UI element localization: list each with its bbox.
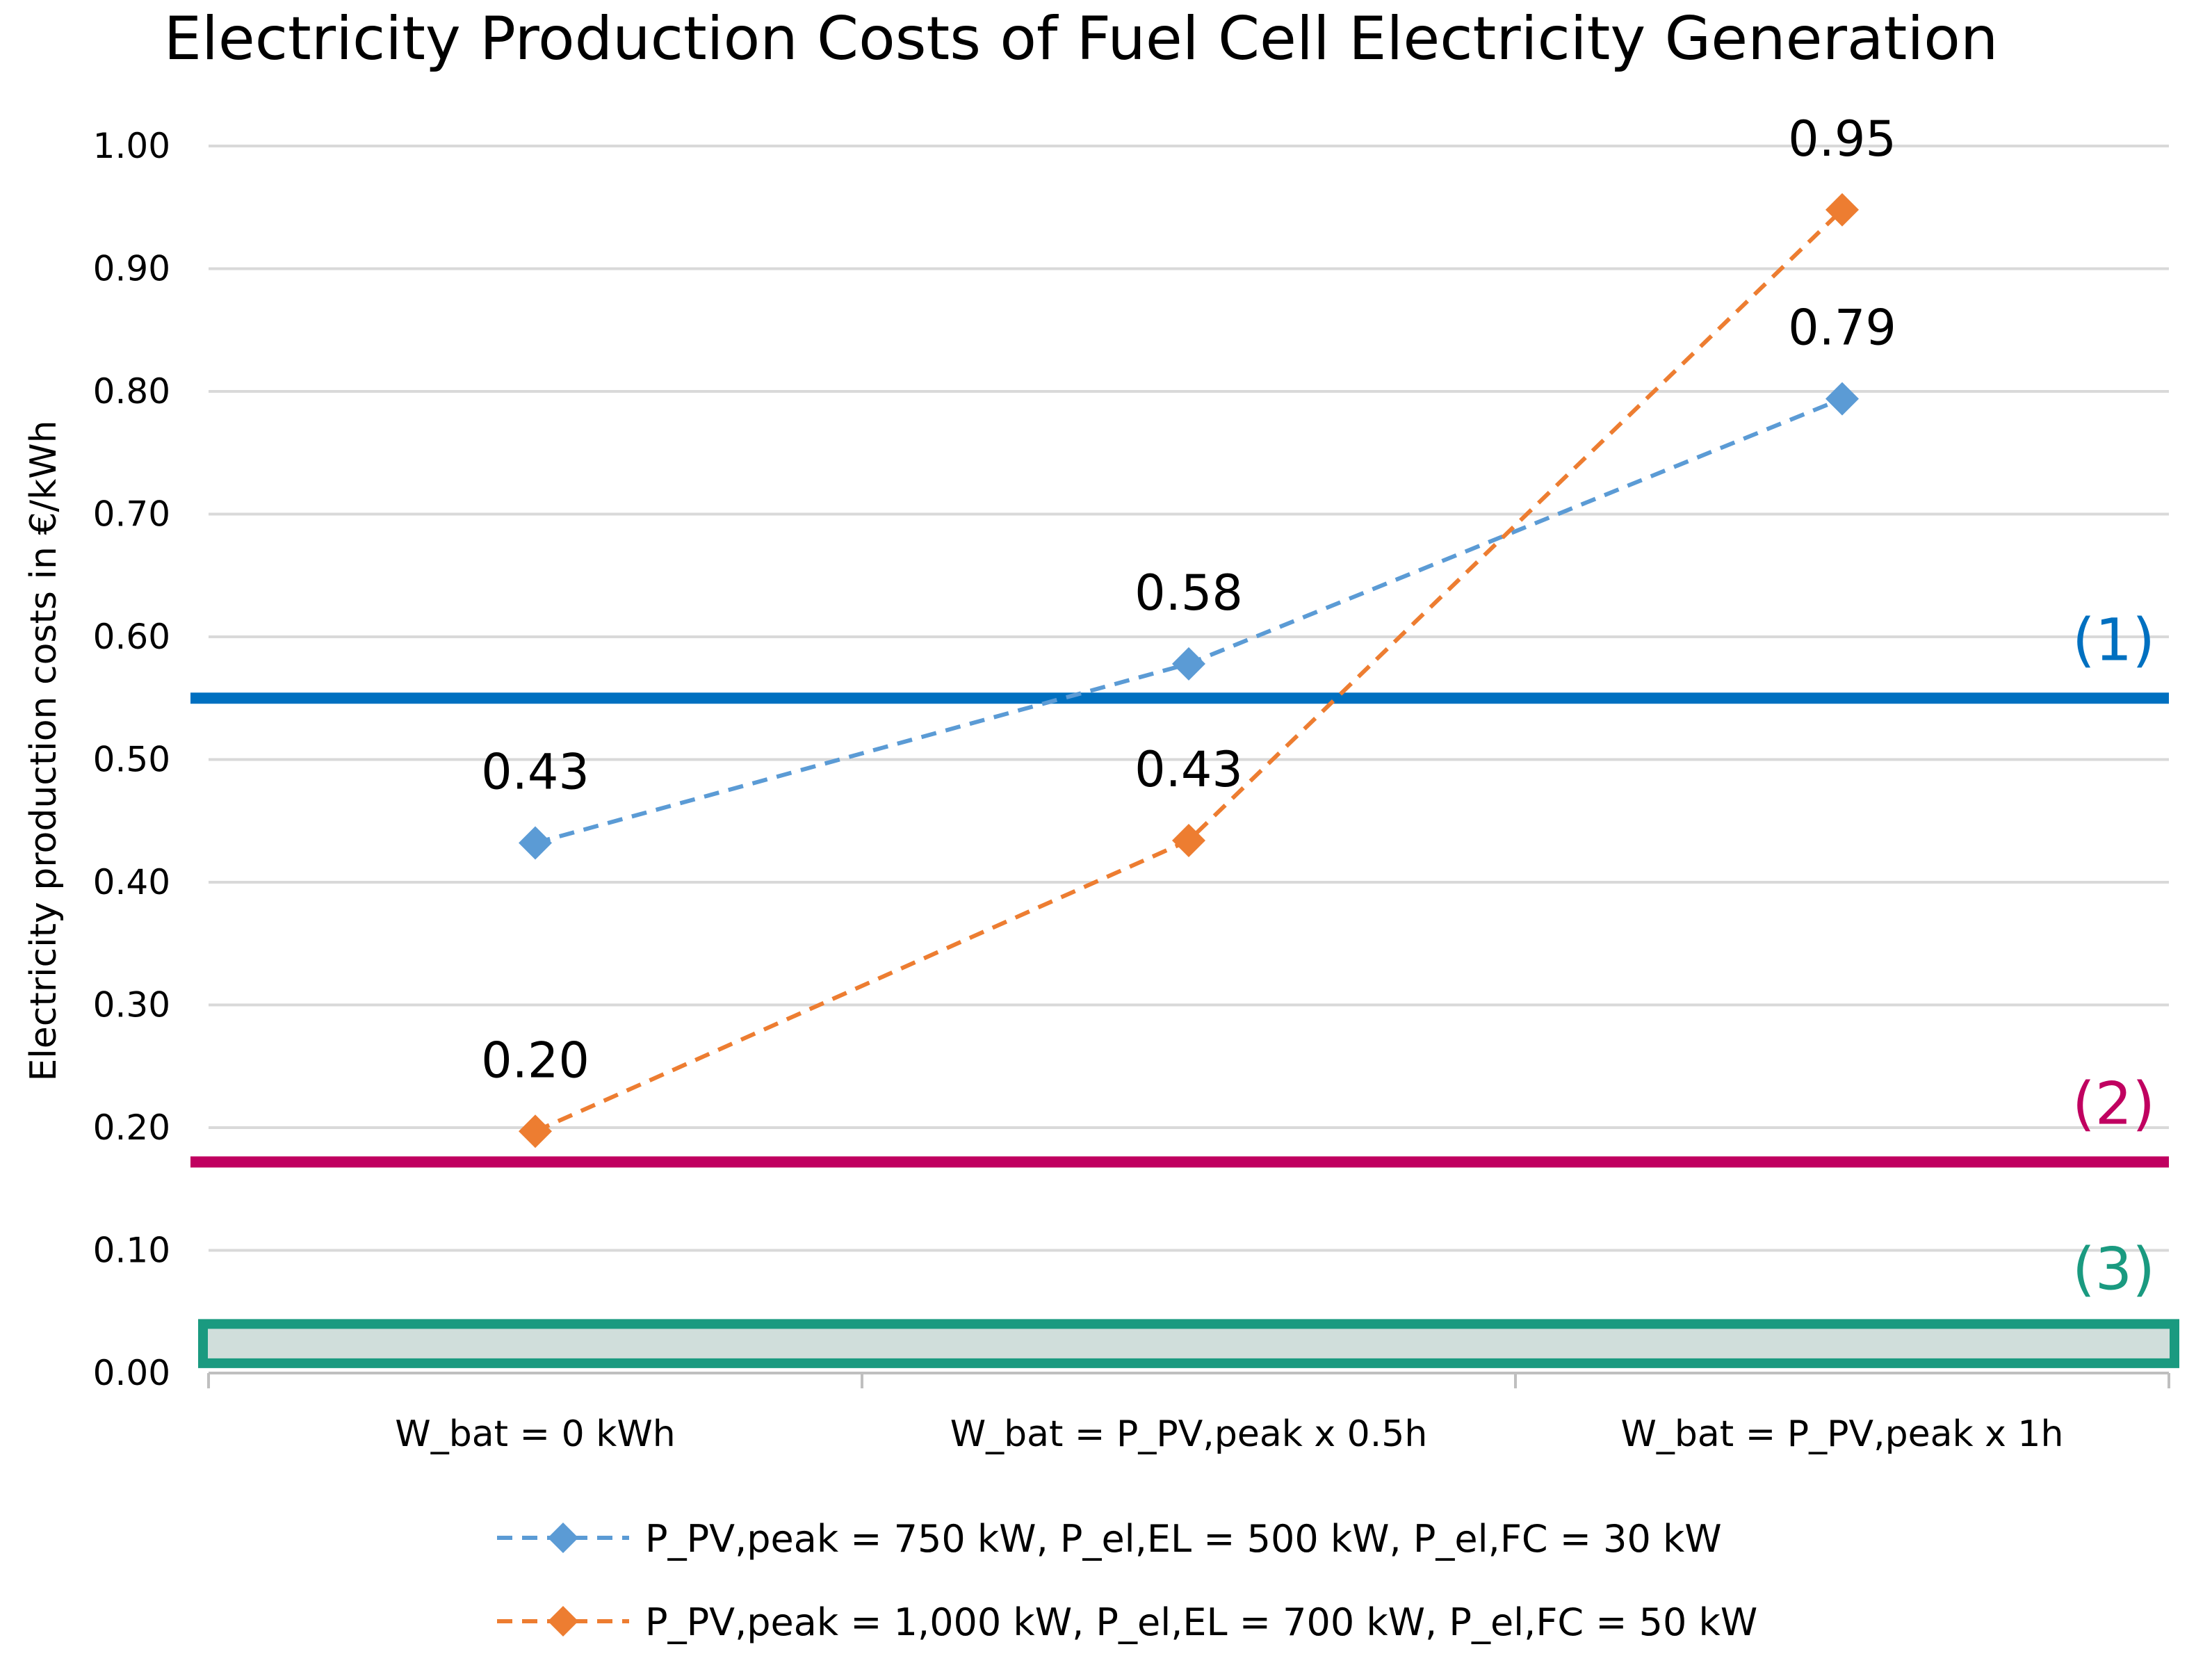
y-axis-label: Electricity production costs in €/kWh <box>23 420 65 1081</box>
data-label: 0.20 <box>481 1032 589 1089</box>
x-axis: W_bat = 0 kWh W_bat = P_PV,peak x 0.5h W_b… <box>207 1372 2170 1455</box>
legend: P_PV,peak = 750 kW, P_el,EL = 500 kW, P_… <box>497 1517 1757 1644</box>
data-label: 0.43 <box>1135 741 1243 798</box>
y-tick-label: 0.90 <box>93 249 170 289</box>
reference-line-label: (1) <box>2072 606 2155 674</box>
legend-label: P_PV,peak = 1,000 kW, P_el,EL = 700 kW, … <box>645 1600 1757 1644</box>
x-tick-label: W_bat = 0 kWh <box>395 1413 675 1455</box>
x-tick-label: W_bat = P_PV,peak x 0.5h <box>950 1413 1428 1455</box>
chart-title: Electricity Production Costs of Fuel Cel… <box>164 4 1999 74</box>
y-tick-label: 0.70 <box>93 494 170 535</box>
data-label: 0.43 <box>481 744 589 801</box>
legend-marker <box>548 1606 578 1637</box>
y-tick-label: 0.50 <box>93 740 170 780</box>
data-point <box>1825 193 1859 227</box>
data-label: 0.95 <box>1788 111 1896 168</box>
series-1: 0.43 0.58 0.79 <box>481 300 1896 860</box>
y-tick-label: 0.60 <box>93 617 170 657</box>
series-2: 0.20 0.43 0.95 <box>481 111 1896 1148</box>
data-point <box>1172 823 1205 857</box>
y-tick-label: 0.00 <box>93 1353 170 1393</box>
y-tick-label: 0.10 <box>93 1231 170 1271</box>
y-tick-label: 0.20 <box>93 1107 170 1148</box>
data-label: 0.79 <box>1788 300 1896 357</box>
legend-marker <box>548 1523 578 1553</box>
data-point <box>519 1114 552 1148</box>
y-tick-label: 0.30 <box>93 985 170 1025</box>
data-label: 0.58 <box>1135 565 1243 622</box>
data-point <box>1172 647 1205 681</box>
y-tick-labels: 0.00 0.10 0.20 0.30 0.40 0.50 0.60 0.70 0.80 0.90… <box>93 126 170 1393</box>
y-tick-label: 0.80 <box>93 371 170 412</box>
reference-band-label: (3) <box>2072 1235 2155 1303</box>
legend-label: P_PV,peak = 750 kW, P_el,EL = 500 kW, P_… <box>645 1517 1722 1561</box>
data-point <box>1825 382 1859 416</box>
y-tick-label: 1.00 <box>93 126 170 166</box>
reference-band-3 <box>198 1319 2179 1368</box>
reference-line-label: (2) <box>2072 1069 2155 1137</box>
data-point <box>519 826 552 860</box>
data-series: 0.43 0.58 0.79 0.20 0.43 0.95 <box>481 111 1896 1148</box>
y-tick-label: 0.40 <box>93 862 170 902</box>
x-tick-label: W_bat = P_PV,peak x 1h <box>1621 1413 2064 1455</box>
reference-lines: (3) (1) (2) <box>190 606 2179 1368</box>
